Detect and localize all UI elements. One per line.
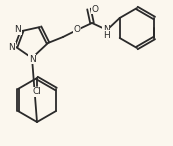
Text: N: N [14,26,21,34]
Text: N: N [103,25,109,33]
Text: N: N [29,54,35,64]
Text: H: H [103,31,109,40]
Text: O: O [92,5,99,13]
Text: Cl: Cl [33,87,42,97]
Text: N: N [8,42,15,52]
Text: O: O [74,26,80,34]
